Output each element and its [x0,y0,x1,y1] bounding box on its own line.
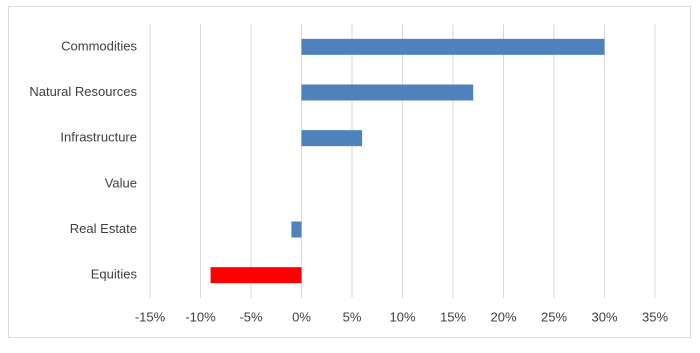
x-tick-label: -5% [239,309,263,324]
y-tick-label: Commodities [61,38,137,53]
bar [291,221,302,238]
y-tick-label: Natural Resources [29,84,137,99]
x-tick-label: 20% [490,309,516,324]
bar [301,84,474,101]
x-tick-label: 25% [541,309,567,324]
y-tick-label: Infrastructure [60,130,137,145]
x-tick-label: -10% [185,309,216,324]
bar [301,130,363,147]
bar [301,38,605,55]
x-tick-label: 30% [591,309,617,324]
x-tick-label: 5% [343,309,362,324]
y-tick-label: Value [105,175,137,190]
y-tick-label: Real Estate [70,221,137,236]
y-tick-label: Equities [91,267,138,282]
x-tick-label: -15% [135,309,166,324]
x-tick-label: 35% [642,309,668,324]
x-tick-label: 10% [389,309,415,324]
chart-frame [8,6,691,338]
x-tick-label: 0% [292,309,311,324]
x-tick-label: 15% [440,309,466,324]
bar [210,267,302,284]
